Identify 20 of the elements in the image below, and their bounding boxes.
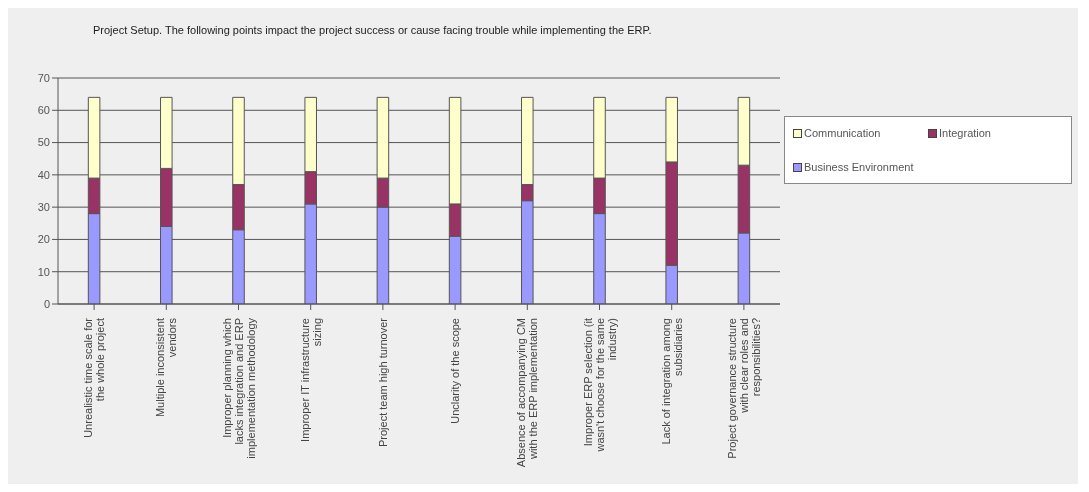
x-tick-label: Unclarity of the scope (449, 318, 462, 424)
x-tick-label: Improper ERP selection (it wasn't choose for the same industry) (581, 318, 618, 453)
legend-label: Communication (803, 127, 882, 139)
x-tick-label: Absence of accompanying CM with the ERP implementation (515, 318, 540, 468)
y-tick-label: 70 (37, 71, 50, 84)
y-tick-label: 60 (37, 104, 50, 117)
x-tick-label: Unrealistic time scale for the whole project (82, 317, 107, 438)
legend-label: Integration (938, 127, 992, 139)
y-tick-label: 10 (37, 265, 50, 278)
legend-label: Business Environment (803, 161, 915, 173)
y-tick-label: 40 (37, 168, 50, 181)
y-tick-label: 0 (43, 297, 50, 310)
y-tick-label: 30 (37, 201, 50, 214)
x-tick-label: Project governance structure with clear roles and responsibilities? (725, 318, 762, 459)
x-tick-label: Project team high turnover (376, 317, 389, 448)
chart-title: Project Setup. The following points impact the project success or cause facing trouble while implementing the ERP. (93, 24, 652, 36)
y-tick-label: 50 (37, 136, 50, 149)
x-tick-label: Improper IT infrastructure sizing (298, 318, 323, 442)
y-tick-label: 20 (37, 233, 50, 246)
x-tick-label: Multiple inconsistent vendors (154, 317, 179, 418)
